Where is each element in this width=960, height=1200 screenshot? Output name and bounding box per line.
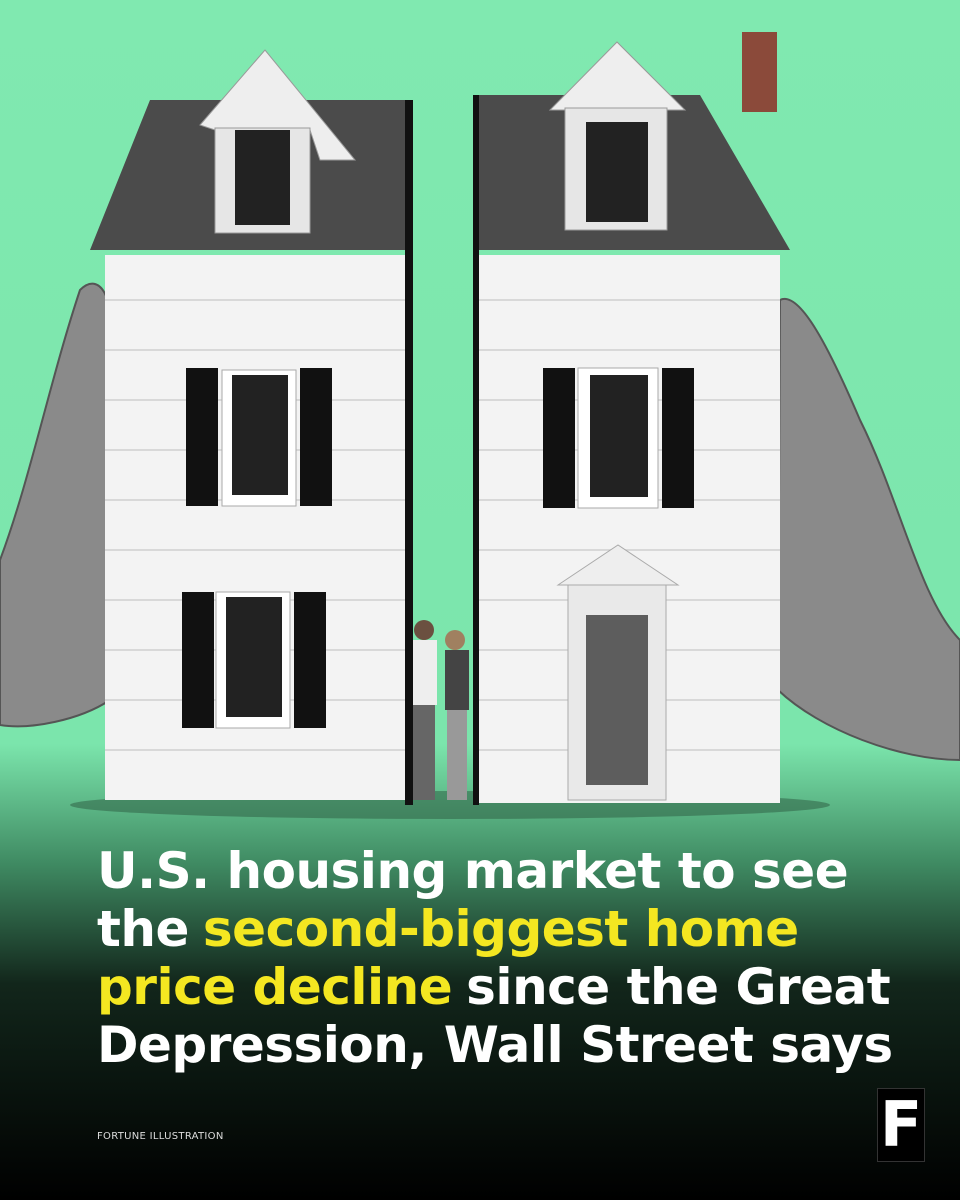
logo: F [877,1088,925,1162]
headline-line: price decline since the Great [97,958,937,1016]
headline-text: price decline [97,958,453,1016]
headline-line: U.S. housing market to see [97,842,937,900]
headline-text: the [97,900,189,958]
headline-text: second-biggest home [202,900,799,958]
headline-text: Depression, Wall Street says [97,1016,893,1074]
headline: U.S. housing market to see the second-big… [97,842,937,1074]
headline-text: since the Great [466,958,891,1016]
credit: FORTUNE ILLUSTRATION [97,1131,224,1142]
headline-text: U.S. housing market to see [97,842,849,900]
illustration [0,32,960,819]
headline-line: Depression, Wall Street says [97,1016,937,1074]
headline-line: the second-biggest home [97,900,937,958]
